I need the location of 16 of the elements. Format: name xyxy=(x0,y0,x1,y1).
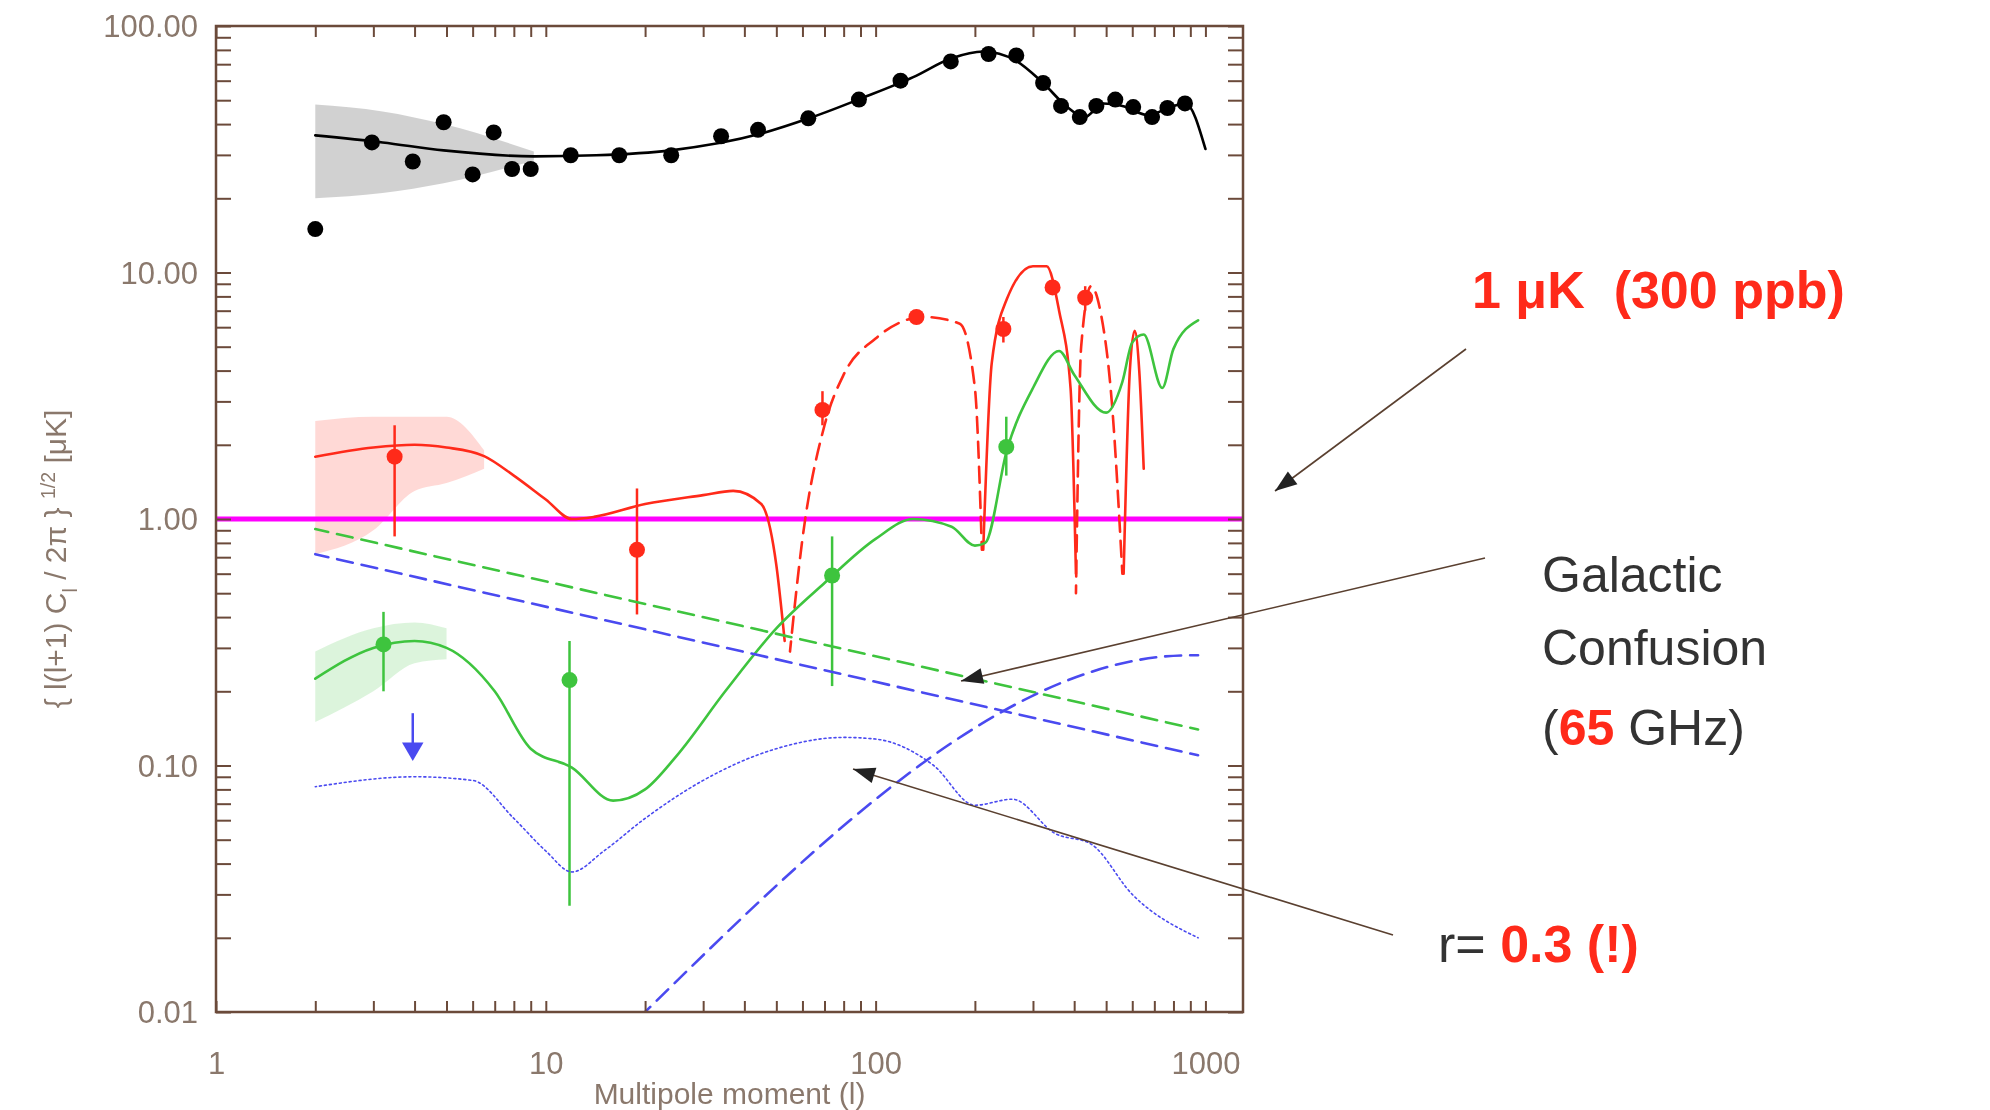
text: 65 xyxy=(1558,700,1615,756)
y-tick-label: 10.00 xyxy=(120,255,198,291)
text: Galactic xyxy=(1542,547,1723,603)
y-tick-label: 0.01 xyxy=(137,995,198,1030)
text: ( xyxy=(1542,700,1559,756)
text: 1 μK (300 ppb) xyxy=(1472,261,1845,319)
y-tick-label: 100.00 xyxy=(103,9,198,44)
x-tick-label: 1 xyxy=(207,1046,226,1082)
text: r= xyxy=(1438,915,1486,973)
y-tick-label: 0.10 xyxy=(137,748,198,784)
x-tick-label: 10 xyxy=(529,1046,564,1082)
text: 0.3 (!) xyxy=(1485,915,1639,973)
x-tick-label: 1000 xyxy=(1171,1046,1241,1082)
text: GHz) xyxy=(1614,700,1745,756)
y-tick-label: 1.00 xyxy=(137,502,198,537)
text: Confusion xyxy=(1542,620,1768,676)
